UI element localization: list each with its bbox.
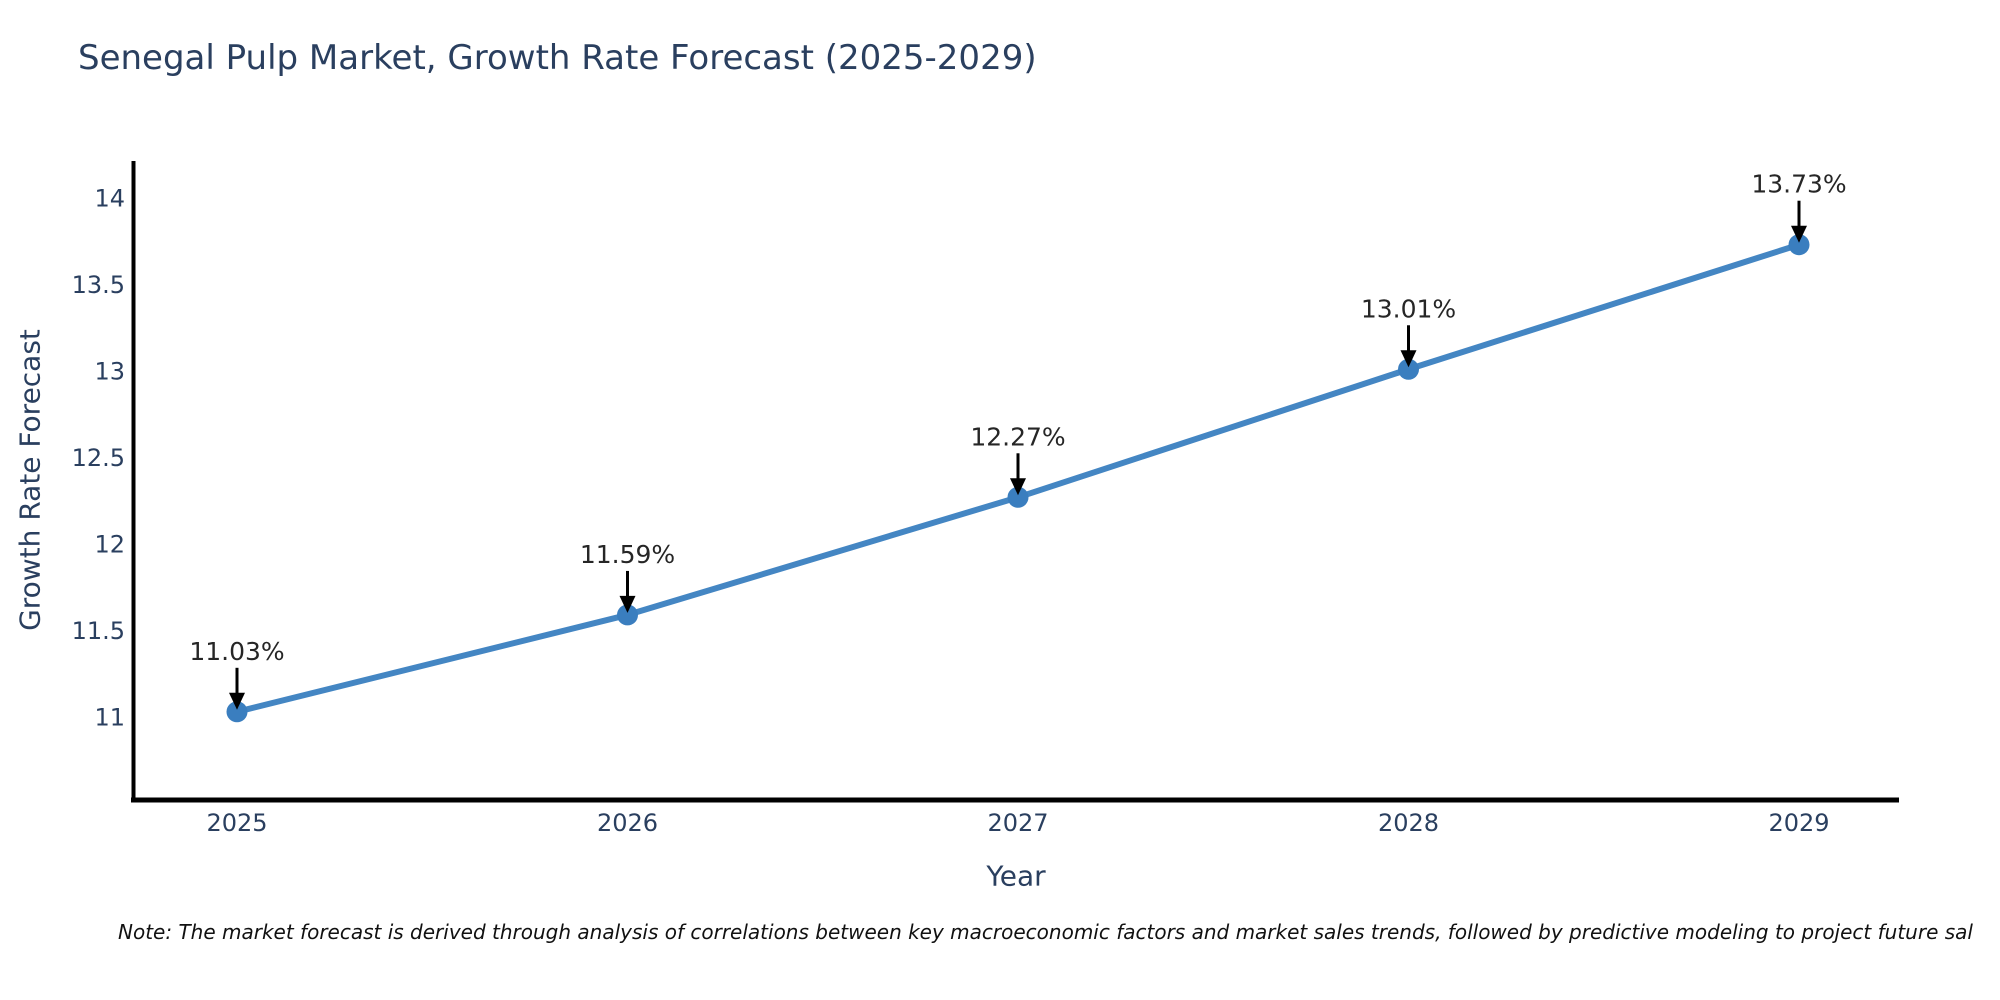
- annotation-arrow-head: [1400, 350, 1417, 368]
- y-tick-label: 11.5: [72, 617, 125, 645]
- data-point-label: 13.73%: [1751, 170, 1846, 199]
- y-tick-label: 11: [94, 704, 125, 732]
- data-point-marker: [1007, 486, 1029, 508]
- annotation-arrow-head: [1010, 478, 1026, 496]
- data-point-label: 13.01%: [1361, 294, 1456, 323]
- x-tick-label: 2026: [597, 809, 658, 837]
- x-tick-label: 2028: [1378, 809, 1439, 837]
- y-tick-label: 12.5: [72, 444, 125, 472]
- x-tick-label: 2029: [1768, 809, 1829, 837]
- annotation-arrow-head: [1791, 225, 1807, 243]
- data-point-marker: [226, 701, 248, 723]
- data-point-label: 11.59%: [580, 540, 675, 569]
- x-axis-title: Year: [986, 859, 1046, 893]
- annotation-arrow-head: [619, 595, 636, 613]
- annotation-arrow-head: [229, 692, 245, 710]
- x-tick-label: 2025: [206, 809, 267, 837]
- y-axis-title: Growth Rate Forecast: [13, 329, 47, 631]
- data-point-label: 11.03%: [189, 637, 284, 666]
- data-point-label: 12.27%: [970, 422, 1065, 451]
- x-tick-label: 2027: [987, 809, 1048, 837]
- data-point-marker: [1398, 358, 1419, 380]
- data-point-marker: [1788, 234, 1810, 256]
- footnote: Note: The market forecast is derived thr…: [118, 920, 1973, 944]
- y-tick-label: 13: [94, 358, 125, 386]
- y-tick-label: 12: [94, 531, 125, 559]
- data-point-marker: [617, 604, 638, 626]
- y-tick-label: 13.5: [72, 271, 125, 299]
- chart-title: Senegal Pulp Market, Growth Rate Forecas…: [78, 38, 1037, 78]
- y-tick-label: 14: [94, 185, 125, 213]
